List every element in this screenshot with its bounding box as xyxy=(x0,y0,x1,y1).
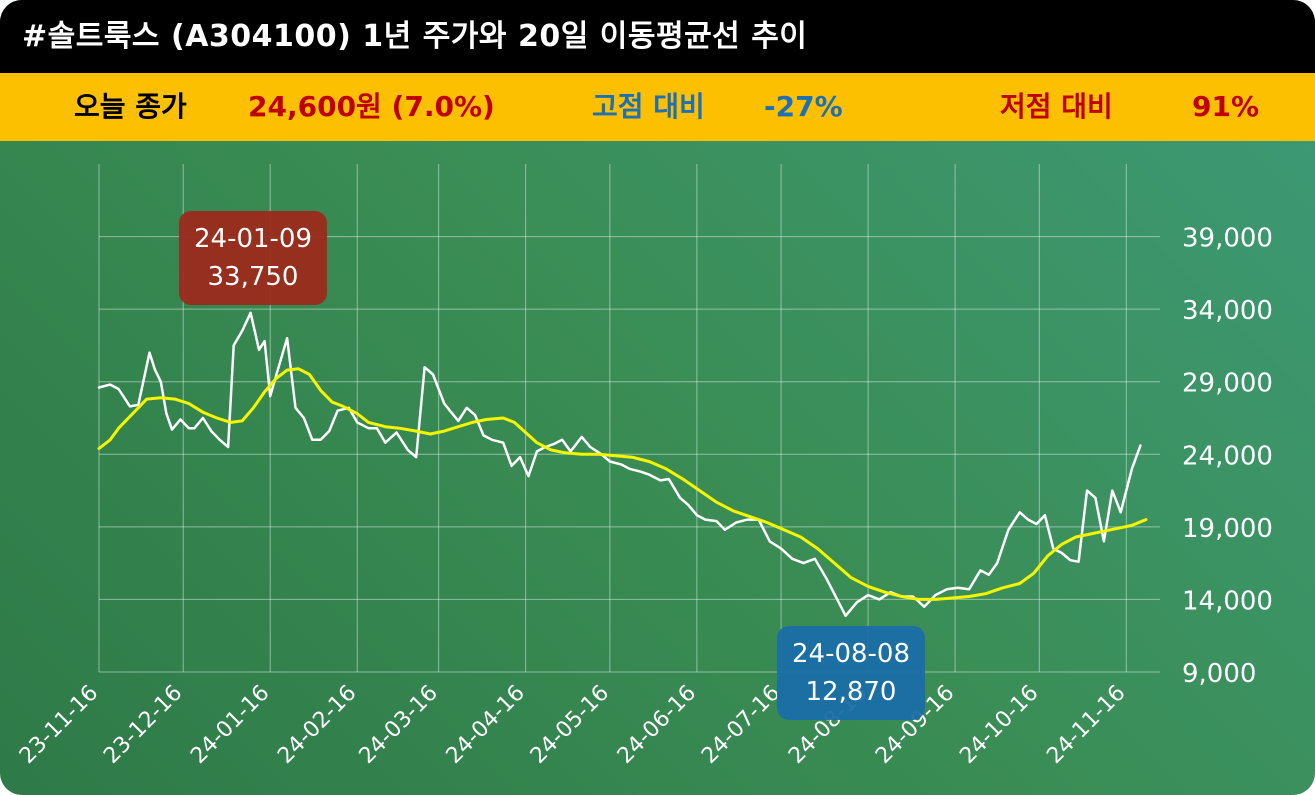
moving-average-line xyxy=(97,367,1148,601)
close-label: 오늘 종가 xyxy=(74,90,187,123)
low-compare-value: 91% xyxy=(1192,90,1260,123)
x-tick-label: 24-01-16 xyxy=(186,681,274,769)
x-tick-label: 24-10-16 xyxy=(955,681,1043,769)
high-annotation-value: 33,750 xyxy=(208,262,299,292)
high-compare-value: -27% xyxy=(764,90,843,123)
close-value: 24,600원 (7.0%) xyxy=(248,90,495,123)
y-tick-label: 29,000 xyxy=(1182,369,1273,399)
x-tick-label: 23-11-16 xyxy=(15,681,103,769)
high-compare-label: 고점 대비 xyxy=(592,90,705,123)
x-tick-label: 24-07-16 xyxy=(697,681,785,769)
high-annotation-date: 24-01-09 xyxy=(194,224,312,254)
stats-bar: 오늘 종가 24,600원 (7.0%) 고점 대비 -27% 저점 대비 91… xyxy=(0,73,1315,141)
low-compare-label: 저점 대비 xyxy=(1000,90,1113,123)
x-tick-label: 24-02-16 xyxy=(273,681,361,769)
x-tick-label: 24-06-16 xyxy=(613,681,701,769)
y-tick-label: 9,000 xyxy=(1182,659,1256,689)
high-annotation-box xyxy=(179,211,327,305)
x-tick-label: 24-11-16 xyxy=(1042,681,1130,769)
page-title: #솔트룩스 (A304100) 1년 주가와 20일 이동평균선 추이 xyxy=(0,0,1315,73)
x-tick-label: 24-03-16 xyxy=(355,681,443,769)
price-line xyxy=(97,311,1142,618)
y-tick-label: 34,000 xyxy=(1182,296,1273,326)
y-tick-label: 14,000 xyxy=(1182,586,1273,616)
low-annotation-box xyxy=(777,626,925,720)
x-tick-label: 23-12-16 xyxy=(99,681,187,769)
low-annotation-date: 24-08-08 xyxy=(792,639,910,669)
low-annotation-value: 12,870 xyxy=(806,677,897,707)
y-tick-label: 19,000 xyxy=(1182,514,1273,544)
x-tick-label: 24-04-16 xyxy=(442,681,530,769)
y-tick-label: 24,000 xyxy=(1182,441,1273,471)
y-tick-label: 39,000 xyxy=(1182,224,1273,254)
x-tick-label: 24-05-16 xyxy=(526,681,614,769)
